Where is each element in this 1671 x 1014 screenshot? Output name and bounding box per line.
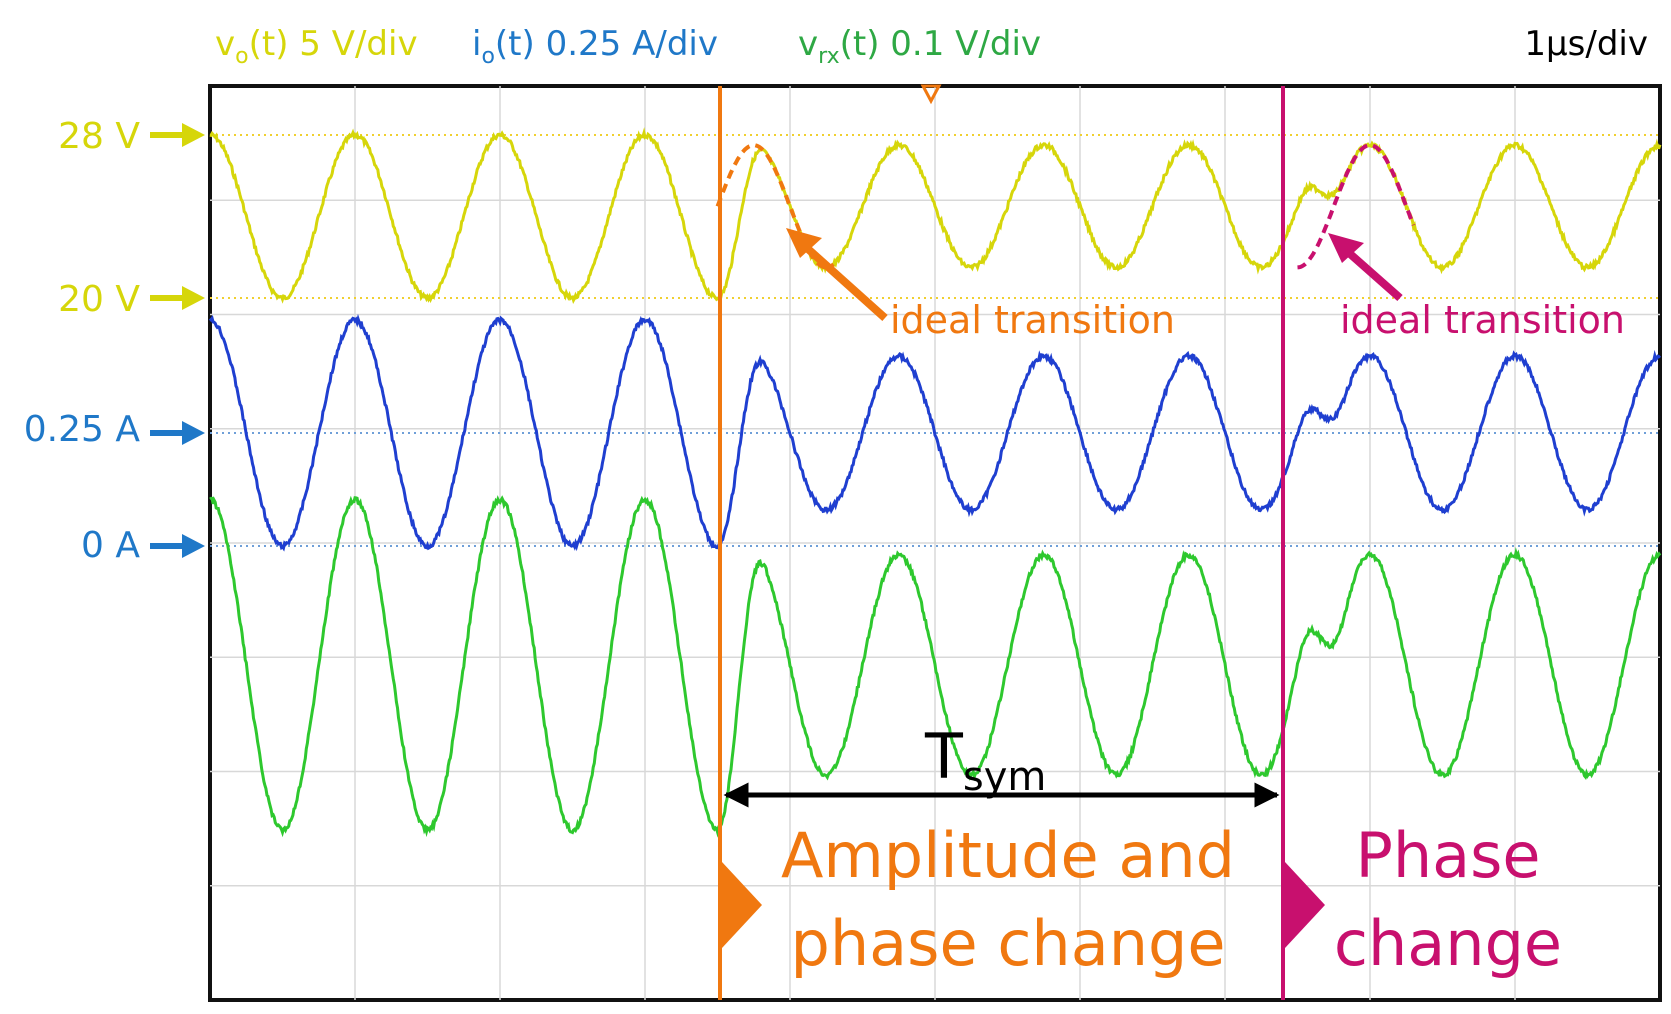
trace-io [208,313,1662,552]
ideal-arrow-1-shaft [795,237,888,321]
graticule [210,86,1660,1000]
event-2-line-1: Phase [1355,819,1540,892]
reference-lines [210,134,1660,547]
level-arrow-head [182,421,205,445]
ch3-scale-label: vrx(t) 0.1 V/div [798,24,1041,69]
level-label-20v: 20 V [58,279,140,320]
trace-vo [209,127,1662,305]
event-1-line-2: phase change [791,907,1226,980]
level-label-0a: 0 A [81,525,140,566]
event-marker-1 [722,862,762,948]
level-arrow-head [182,534,205,558]
ideal-arrow-2-head [1328,233,1364,263]
ideal-transition-2-label: ideal transition [1340,298,1625,342]
level-arrow-head [182,286,205,310]
level-label-28v: 28 V [58,116,140,157]
timebase-label: 1µs/div [1524,24,1648,64]
level-arrow-head [182,123,205,147]
ideal-transition-2-curve [1297,143,1416,270]
ch1-scale-label: vo(t) 5 V/div [215,24,418,69]
event-1-line-1: Amplitude and [781,819,1235,892]
tsym-label: Tsym [924,720,1046,800]
ch2-scale-label: io(t) 0.25 A/div [472,24,718,69]
event-marker-2 [1285,862,1325,948]
trace-vrx [209,495,1662,838]
ideal-arrow-1-head [786,228,822,258]
level-markers: 28 V 20 V 0.25 A 0 A [24,116,205,566]
ideal-transition-1-label: ideal transition [890,298,1175,342]
trigger-marker [920,84,942,105]
level-label-0-25a: 0.25 A [24,409,141,450]
event-2-line-2: change [1334,907,1562,980]
ideal-transition-1-curve [715,143,835,270]
